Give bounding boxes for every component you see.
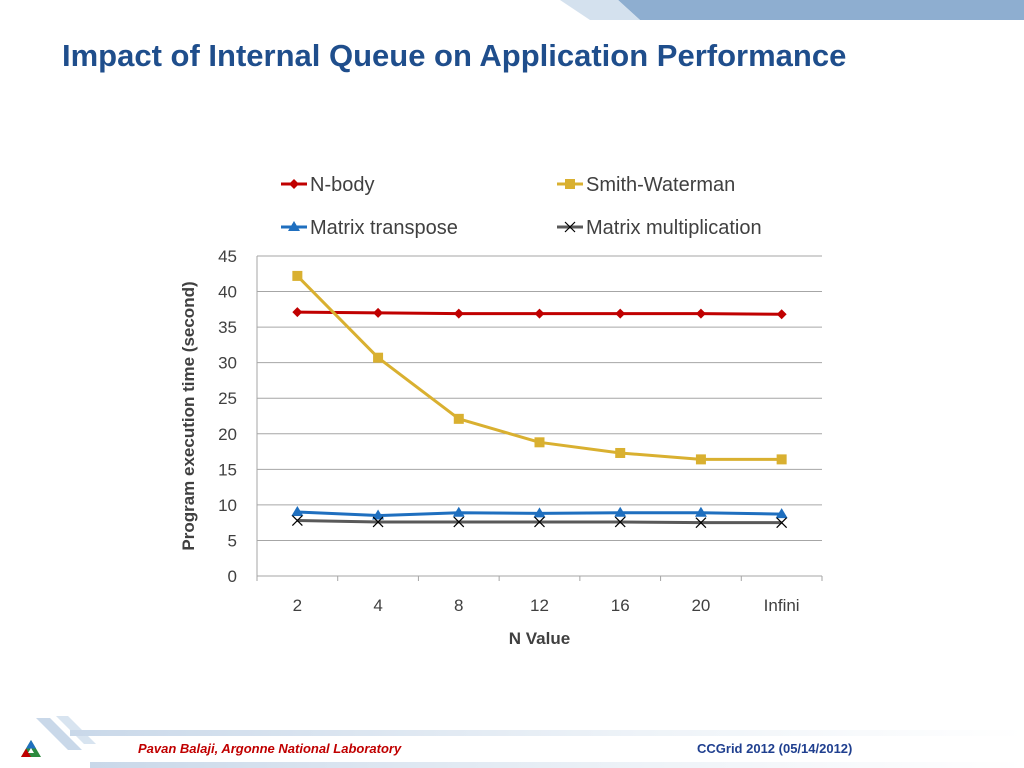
data-point-n-body: [776, 309, 787, 320]
data-point-smith-waterman: [776, 454, 787, 465]
y-tick-label: 45: [218, 247, 237, 266]
data-point-n-body: [373, 307, 384, 318]
data-point-matrix-transpose: [694, 506, 707, 517]
y-tick-label: 5: [228, 531, 237, 550]
x-tick-label: 8: [454, 596, 463, 615]
legend-marker-matrix-transpose: [288, 221, 300, 231]
data-point-smith-waterman: [534, 437, 545, 448]
y-axis-title: Program execution time (second): [179, 281, 198, 550]
data-point-matrix-multiplication: [291, 515, 303, 526]
slide-title: Impact of Internal Queue on Application …: [62, 38, 847, 73]
footer-conference: CCGrid 2012 (05/14/2012): [697, 741, 853, 756]
data-point-smith-waterman: [373, 352, 384, 363]
y-tick-label: 30: [218, 354, 237, 373]
y-tick-label: 35: [218, 318, 237, 337]
data-point-matrix-transpose: [452, 506, 465, 517]
data-point-n-body: [292, 307, 303, 318]
y-tick-label: 0: [228, 567, 237, 586]
legend-label-matrix-transpose: Matrix transpose: [310, 217, 458, 239]
y-tick-label: 15: [218, 460, 237, 479]
data-point-smith-waterman: [695, 454, 706, 465]
y-tick-label: 40: [218, 283, 237, 302]
legend-marker-n-body: [289, 179, 299, 189]
data-point-n-body: [534, 308, 545, 319]
x-tick-label: 4: [373, 596, 382, 615]
data-point-smith-waterman: [292, 270, 303, 281]
legend-label-n-body: N-body: [310, 174, 374, 196]
data-point-matrix-transpose: [775, 508, 788, 519]
data-point-smith-waterman: [453, 413, 464, 424]
data-point-matrix-multiplication: [614, 516, 626, 528]
legend-label-matrix-multiplication: Matrix multiplication: [586, 217, 762, 239]
data-point-n-body: [695, 308, 706, 319]
x-tick-label: 12: [530, 596, 549, 615]
y-tick-label: 20: [218, 425, 237, 444]
data-point-smith-waterman: [615, 447, 626, 458]
argonne-logo: [21, 740, 41, 757]
x-tick-label: 2: [293, 596, 302, 615]
data-point-n-body: [615, 308, 626, 319]
top-banner: [560, 0, 1024, 20]
data-point-matrix-transpose: [533, 507, 546, 518]
data-point-matrix-transpose: [614, 506, 627, 517]
legend-marker-smith-waterman: [565, 179, 575, 189]
series-line-smith-waterman: [296, 274, 782, 461]
y-tick-label: 25: [218, 389, 237, 408]
legend-marker-matrix-multiplication: [564, 221, 576, 233]
data-point-matrix-multiplication: [453, 516, 465, 528]
y-tick-label: 10: [218, 496, 237, 515]
footer-graphic: [36, 716, 1024, 768]
data-point-n-body: [453, 308, 464, 319]
legend-label-smith-waterman: Smith-Waterman: [586, 174, 735, 196]
x-tick-label: 20: [691, 596, 710, 615]
data-point-matrix-multiplication: [372, 516, 384, 528]
data-point-matrix-transpose: [372, 509, 385, 520]
data-point-matrix-multiplication: [776, 517, 788, 529]
data-point-matrix-multiplication: [534, 516, 545, 528]
data-point-matrix-multiplication: [695, 517, 707, 529]
data-point-matrix-transpose: [291, 506, 304, 516]
x-axis-title: N Value: [509, 629, 570, 648]
x-tick-label: Infini: [764, 596, 800, 615]
footer-author: Pavan Balaji, Argonne National Laborator…: [138, 741, 402, 756]
x-tick-label: 16: [611, 596, 630, 615]
